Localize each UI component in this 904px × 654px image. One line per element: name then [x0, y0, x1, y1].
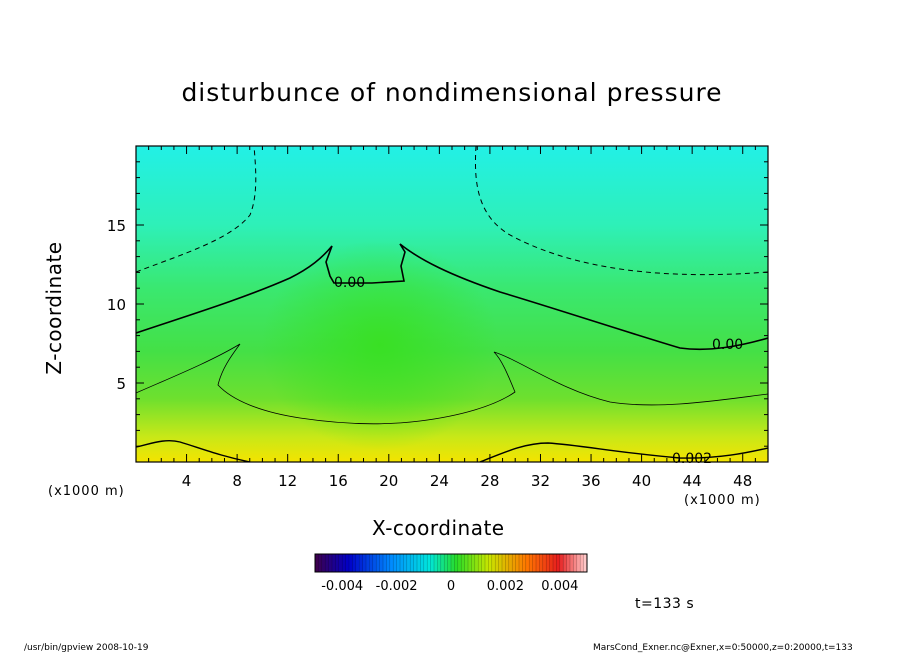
- x-tick-label: 16: [329, 472, 348, 490]
- footer-left: /usr/bin/gpview 2008-10-19: [24, 643, 149, 653]
- contour-bottom: [136, 439, 251, 462]
- contour-dashed-left: [136, 146, 257, 273]
- contour-zero: [136, 243, 768, 351]
- y-tick-label: 10: [107, 296, 126, 314]
- x-unit-label-left: (x1000 m): [48, 484, 125, 499]
- x-tick-label: 28: [480, 472, 499, 490]
- x-tick-label: 32: [531, 472, 550, 490]
- x-tick-label: 20: [379, 472, 398, 490]
- axis-ticks: [135, 145, 769, 463]
- x-tick-label: 40: [632, 472, 651, 490]
- footer-right: MarsCond_Exner.nc@Exner,x=0:50000,z=0:20…: [593, 643, 853, 653]
- x-axis-label: X-coordinate: [372, 516, 505, 540]
- x-tick-label: 24: [430, 472, 449, 490]
- contour-label-zero-right: 0.00: [712, 337, 743, 353]
- x-tick-label: 48: [733, 472, 752, 490]
- central-high-region: [210, 180, 550, 462]
- time-label: t=133 s: [635, 596, 695, 612]
- x-tick-label: 44: [683, 472, 702, 490]
- x-tick-label: 36: [581, 472, 600, 490]
- x-tick-label: 8: [232, 472, 242, 490]
- contour-label-bottom: 0.002: [672, 451, 712, 467]
- x-unit-label-right: (x1000 m): [684, 493, 761, 508]
- y-tick-label: 15: [107, 217, 126, 235]
- x-tick-label: 12: [278, 472, 297, 490]
- contour-bottom-right: [479, 442, 768, 462]
- x-tick-label: 4: [182, 472, 192, 490]
- y-axis-label: Z-coordinate: [42, 241, 66, 375]
- contour-dashed-right: [474, 146, 768, 276]
- contour-inner: [136, 343, 768, 425]
- chart-title: disturbunce of nondimensional pressure: [181, 78, 723, 107]
- contour-label-zero-center: 0.00: [334, 275, 365, 291]
- y-tick-label: 5: [116, 375, 126, 393]
